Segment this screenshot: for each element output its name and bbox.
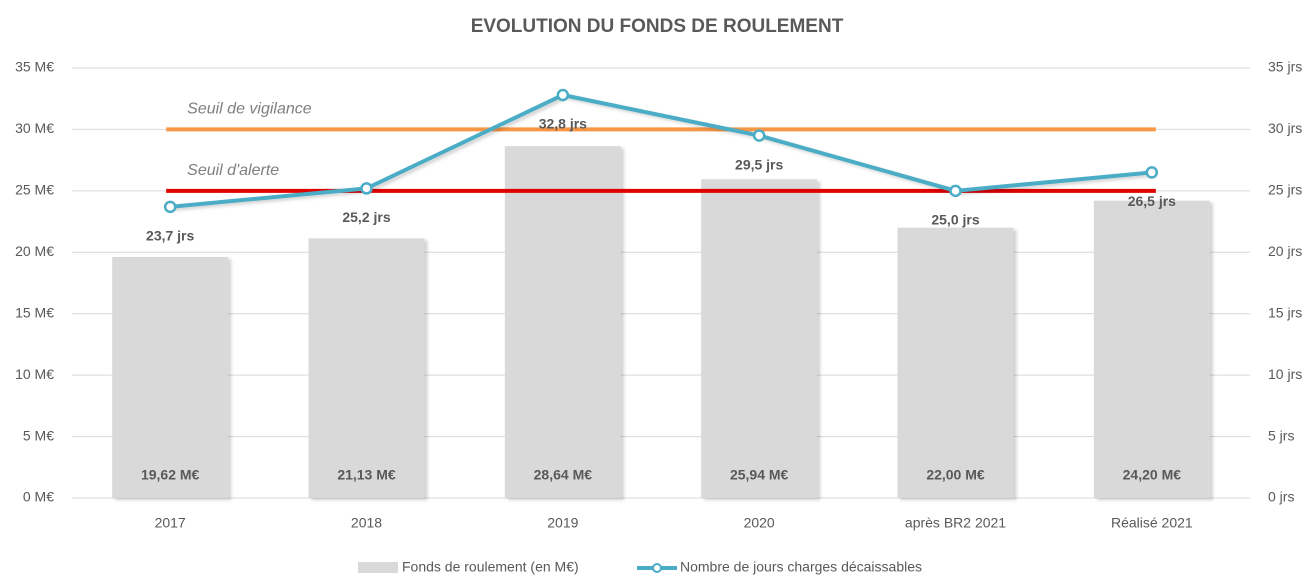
y-tick-label: 35 M€ (15, 59, 54, 75)
y2-tick-label: 30 jrs (1268, 120, 1302, 136)
line-marker (949, 184, 962, 198)
y-tick-label: 25 M€ (15, 182, 54, 198)
y-tick-label: 0 M€ (23, 489, 54, 505)
y-tick-label: 20 M€ (15, 243, 54, 259)
x-tick-label: Réalisé 2021 (1111, 515, 1193, 531)
y-tick-label: 5 M€ (23, 427, 54, 443)
legend-swatch (652, 563, 662, 573)
bar-value-label: 24,20 M€ (1123, 467, 1182, 483)
y2-tick-label: 0 jrs (1268, 489, 1294, 505)
line (169, 92, 1153, 209)
bar (504, 146, 621, 498)
legend-swatch (358, 562, 398, 573)
y2-tick-label: 10 jrs (1268, 366, 1302, 382)
bar (112, 256, 229, 498)
line-marker (752, 129, 766, 142)
legend-label: Nombre de jours charges décaissables (680, 559, 922, 575)
line-value-label: 23,7 jrs (146, 228, 194, 244)
chart-title: EVOLUTION DU FONDS DE ROULEMENT (471, 16, 844, 37)
bar-value-label: 28,64 M€ (534, 467, 593, 483)
bar-value-label: 19,62 M€ (141, 467, 200, 483)
y-tick-label: 10 M€ (15, 366, 54, 382)
x-tick-label: 2019 (547, 515, 578, 531)
x-tick-label: après BR2 2021 (905, 515, 1006, 531)
line-marker (1145, 166, 1159, 179)
y-tick-label: 30 M€ (15, 120, 54, 136)
reference-label: Seuil d'alerte (187, 162, 279, 179)
bar (897, 227, 1014, 498)
line-value-label: 26,5 jrs (1128, 193, 1176, 209)
reference-label: Seuil de vigilance (187, 101, 312, 118)
line-value-label: 25,2 jrs (342, 209, 390, 225)
y2-tick-label: 35 jrs (1268, 59, 1302, 75)
line-value-label: 32,8 jrs (539, 116, 587, 132)
bar (308, 238, 425, 498)
y2-tick-label: 15 jrs (1268, 304, 1302, 320)
y2-tick-label: 25 jrs (1268, 182, 1302, 198)
bar (1093, 200, 1210, 498)
line-value-label: 29,5 jrs (735, 156, 783, 172)
y-tick-label: 15 M€ (15, 304, 54, 320)
bar-value-label: 25,94 M€ (730, 467, 789, 483)
legend-label: Fonds de roulement (en M€) (402, 559, 579, 575)
y2-tick-label: 20 jrs (1268, 243, 1302, 259)
line-marker (556, 88, 570, 102)
bar-value-label: 22,00 M€ (926, 467, 985, 483)
x-tick-label: 2018 (351, 515, 382, 531)
x-tick-label: 2017 (155, 515, 186, 531)
bar-value-label: 21,13 M€ (337, 467, 396, 483)
line-value-label: 25,0 jrs (931, 212, 979, 228)
line-marker (360, 182, 373, 195)
line-marker (163, 200, 177, 214)
y2-tick-label: 5 jrs (1268, 427, 1294, 443)
x-tick-label: 2020 (744, 515, 775, 531)
bar (701, 179, 818, 498)
